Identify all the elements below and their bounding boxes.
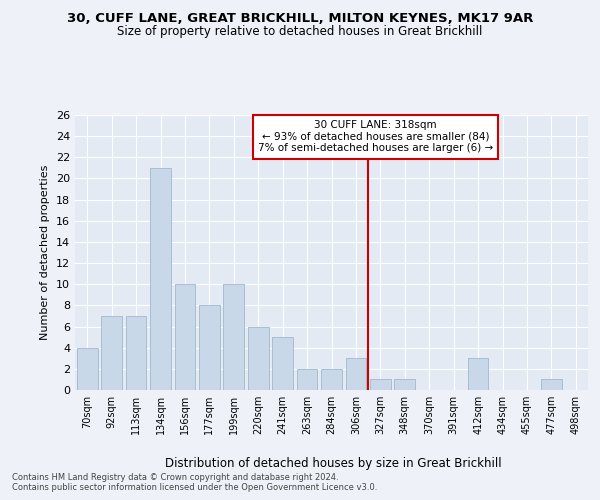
Bar [101, 316, 122, 390]
Y-axis label: Number of detached properties: Number of detached properties [40, 165, 50, 340]
Bar [321, 369, 342, 390]
Text: 30, CUFF LANE, GREAT BRICKHILL, MILTON KEYNES, MK17 9AR: 30, CUFF LANE, GREAT BRICKHILL, MILTON K… [67, 12, 533, 26]
Bar [346, 358, 367, 390]
Bar [394, 380, 415, 390]
Bar [150, 168, 171, 390]
Bar [272, 337, 293, 390]
Bar [248, 326, 269, 390]
Bar [296, 369, 317, 390]
Bar [125, 316, 146, 390]
Bar [199, 306, 220, 390]
Text: Distribution of detached houses by size in Great Brickhill: Distribution of detached houses by size … [164, 458, 502, 470]
Bar [223, 284, 244, 390]
Bar [370, 380, 391, 390]
Text: 30 CUFF LANE: 318sqm
← 93% of detached houses are smaller (84)
7% of semi-detach: 30 CUFF LANE: 318sqm ← 93% of detached h… [258, 120, 493, 154]
Bar [467, 358, 488, 390]
Bar [541, 380, 562, 390]
Text: Size of property relative to detached houses in Great Brickhill: Size of property relative to detached ho… [118, 25, 482, 38]
Bar [77, 348, 98, 390]
Text: Contains HM Land Registry data © Crown copyright and database right 2024.
Contai: Contains HM Land Registry data © Crown c… [12, 472, 377, 492]
Bar [175, 284, 196, 390]
